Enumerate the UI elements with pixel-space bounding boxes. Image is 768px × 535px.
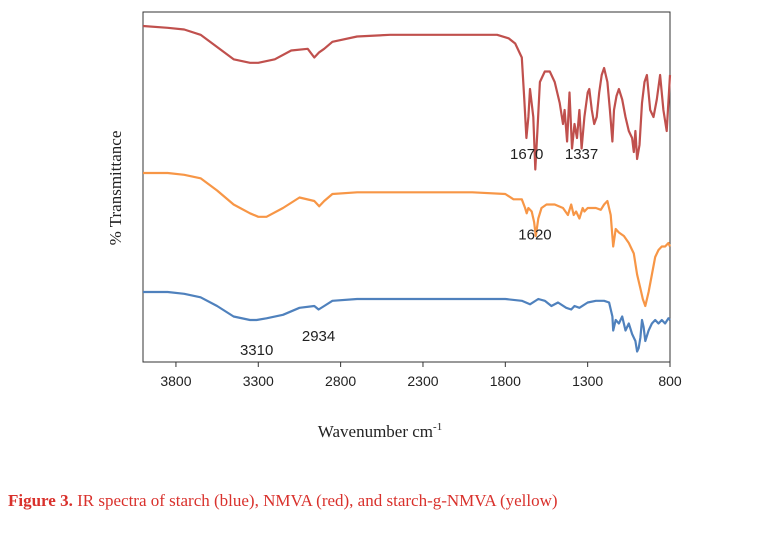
peak-annotation: 2934 (302, 328, 335, 345)
x-axis-label-superscript: -1 (433, 421, 442, 433)
x-axis-label-main: Wavenumber cm (318, 422, 433, 441)
spectrum-line-0 (142, 24, 672, 171)
x-tick-label: 2300 (407, 373, 438, 389)
figure-caption: Figure 3. IR spectra of starch (blue), N… (8, 491, 768, 511)
caption-label: Figure 3. (8, 491, 73, 510)
peak-annotation: 1620 (518, 227, 551, 244)
spectrum-line-1 (143, 171, 672, 308)
x-tick-label: 3800 (160, 373, 191, 389)
peak-annotation: 1337 (565, 146, 598, 163)
peak-annotation: 1670 (510, 146, 543, 163)
caption-text: IR spectra of starch (blue), NMVA (red),… (72, 491, 558, 510)
x-tick-label: 1800 (490, 373, 521, 389)
x-tick-label: 2800 (325, 373, 356, 389)
peak-annotation: 3310 (240, 342, 273, 359)
x-axis-label: Wavenumber cm-1 (318, 421, 442, 441)
x-tick-label: 1300 (572, 373, 603, 389)
x-tick-label: 800 (658, 373, 682, 389)
spectrum-line-2 (143, 290, 671, 353)
plot-frame (142, 11, 671, 363)
x-tick-label: 3300 (243, 373, 274, 389)
y-axis-label: % Transmittance (106, 131, 125, 246)
